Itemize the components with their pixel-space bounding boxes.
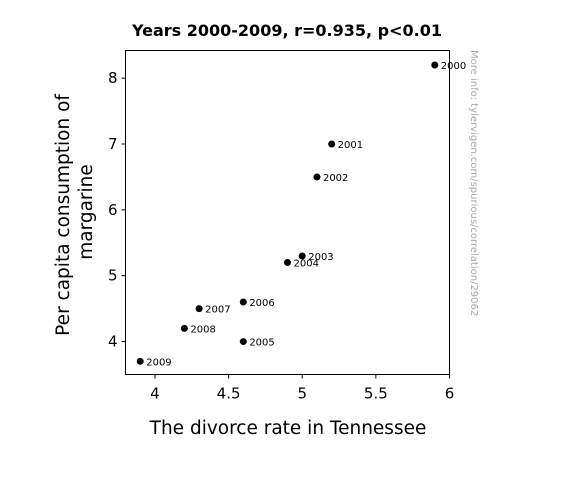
data-point (195, 305, 203, 313)
data-point-label: 2006 (249, 298, 274, 309)
data-point-label: 2009 (146, 357, 171, 368)
x-tick-label: 5.5 (364, 385, 388, 403)
x-tick-label: 6 (445, 385, 455, 403)
x-tick-label: 4.5 (217, 385, 241, 403)
y-tick-label: 6 (108, 201, 118, 219)
data-point (328, 140, 336, 148)
x-tick-label: 5 (297, 385, 307, 403)
y-axis-label-line-1: Per capita consumption of (53, 94, 74, 336)
data-point-label: 2002 (323, 173, 348, 184)
y-axis-label-line-2: margarine (76, 164, 97, 260)
plot-frame (125, 50, 450, 375)
source-note: More info: tylervigen.com/spurious/corre… (468, 50, 479, 316)
y-tick-label: 5 (108, 267, 118, 285)
y-tick-label: 7 (108, 135, 118, 153)
x-tick-label: 4 (150, 385, 160, 403)
data-point-label: 2003 (308, 252, 333, 263)
data-point-label: 2007 (205, 305, 230, 316)
data-point (313, 173, 321, 181)
y-tick-label: 8 (108, 69, 118, 87)
data-point-label: 2000 (441, 61, 466, 72)
data-point (284, 259, 291, 267)
data-point-label: 2001 (338, 140, 363, 151)
data-point (239, 298, 247, 306)
y-axis-label: Per capita consumption of margarine (53, 88, 97, 336)
x-axis-label: The divorce rate in Tennessee (149, 418, 427, 439)
data-point-label: 2008 (190, 324, 215, 335)
data-point-label: 2004 (294, 259, 319, 270)
y-axis-ticks: 4 5 6 7 8 (108, 69, 126, 351)
data-point (180, 324, 188, 332)
y-tick-label: 4 (108, 333, 118, 351)
data-point (298, 252, 306, 260)
x-axis-ticks: 4 4.5 5 5.5 6 (150, 374, 455, 403)
data-point-label: 2005 (249, 338, 274, 349)
data-point (136, 357, 144, 365)
chart-title: Years 2000-2009, r=0.935, p<0.01 (131, 21, 442, 40)
data-point (239, 338, 247, 346)
data-point (431, 61, 439, 69)
